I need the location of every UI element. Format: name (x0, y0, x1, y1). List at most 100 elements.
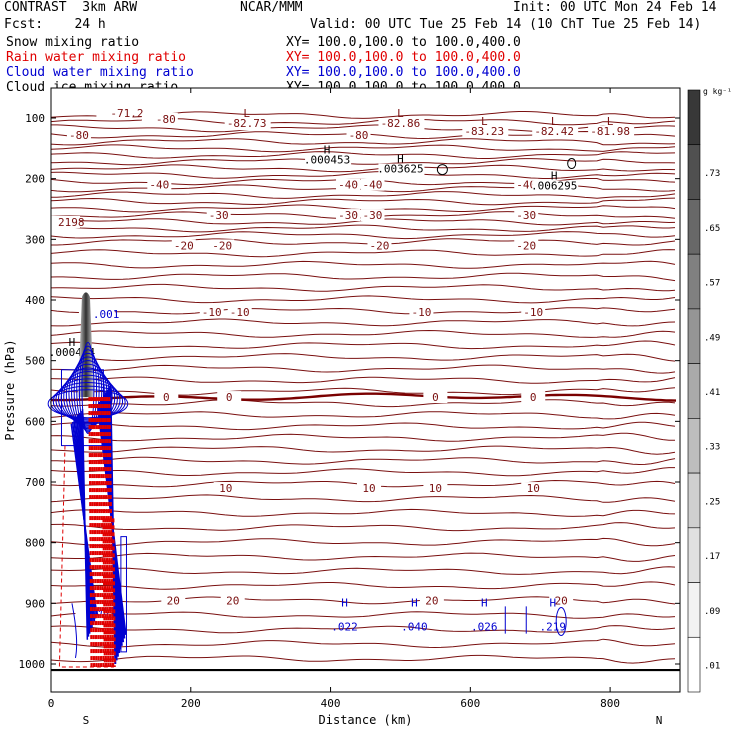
isotherm-line (50, 611, 676, 619)
isotherm-label: 0 (163, 391, 170, 404)
isotherm-line (50, 508, 676, 517)
extremum-mark: H (397, 153, 404, 166)
colorbar-segment (687, 253, 701, 310)
extra-label: .001 (93, 308, 120, 321)
rain-water-contour (101, 397, 108, 668)
cloud-water-max-mark: H (549, 597, 556, 610)
isotherm-line (50, 399, 676, 408)
isotherm-line (50, 581, 676, 590)
isotherm-label: -80 (349, 129, 369, 142)
extremum-mark: H (551, 170, 558, 183)
isotherm-line (50, 249, 676, 258)
isotherm-line (50, 421, 676, 431)
cloud-water-contour (71, 603, 78, 659)
colorbar-tick-label: .41 (704, 388, 720, 398)
rain-water-contour (112, 518, 116, 668)
y-tick-label: 600 (25, 415, 45, 428)
extremum-value: .003625 (377, 163, 423, 176)
header-center: NCAR/MMM (240, 0, 303, 15)
field-xy-snow: XY= 100.0,100.0 to 100.0,400.0 (286, 35, 521, 50)
colorbar-segment (687, 199, 701, 255)
x-end-label-right: N (656, 714, 663, 727)
isotherm-line (50, 272, 676, 282)
extremum-mark: L (397, 107, 404, 120)
extremum-value-bg (378, 163, 425, 176)
isotherm-line (51, 353, 676, 362)
isotherm-label: -20 (212, 239, 232, 252)
isotherm-label: -10 (202, 306, 222, 319)
colorbar-segment (687, 636, 701, 693)
extremum-value-bg (224, 118, 271, 131)
x-tick-label: 400 (321, 697, 341, 710)
isotherm-label-bg (227, 306, 252, 319)
isotherm-label: 0 (226, 391, 233, 404)
x-tick-label: 600 (460, 697, 480, 710)
isotherm-line (50, 144, 676, 153)
isotherm-line (50, 654, 676, 664)
rain-water-contour (97, 397, 103, 668)
isotherm-label-bg (336, 178, 361, 191)
colorbar-segment (687, 363, 701, 419)
isotherm-label-bg (171, 239, 196, 252)
isotherm-line (50, 494, 676, 503)
extremum-value: .000453 (304, 154, 350, 167)
isotherm-label-bg (213, 482, 238, 495)
isotherm-label-bg (360, 178, 385, 191)
isotherm-label: -10 (523, 306, 543, 319)
field-xy-cloud-water: XY= 100.0,100.0 to 100.0,400.0 (286, 65, 521, 80)
isotherm-line (50, 171, 676, 179)
isotherm-line (50, 432, 676, 442)
cloud-water-contour (58, 374, 118, 424)
isotherm-line (50, 566, 676, 575)
rain-water-contour (106, 518, 110, 668)
y-tick-label: 400 (25, 294, 45, 307)
rain-water-contour (102, 518, 106, 668)
isotherm-label-bg (423, 391, 448, 404)
cloud-water-contour (555, 607, 567, 637)
extremum-mark: H (324, 144, 331, 157)
isotherm-label: 20 (226, 594, 239, 607)
rain-water-contour (108, 518, 112, 668)
colorbar-segment (687, 308, 701, 364)
isotherm-label-bg (521, 306, 546, 319)
isotherm-label-bg (423, 482, 448, 495)
cloud-water-contour (504, 606, 527, 634)
y-tick-label: 700 (25, 476, 45, 489)
cloud-water-max-mark: H (411, 597, 418, 610)
isotherm-label: -10 (230, 306, 250, 319)
isotherm-line (51, 238, 676, 246)
cloud-ice-contour (436, 164, 448, 176)
extremum-mark: L (607, 115, 614, 128)
cloud-water-max-value: .026 (471, 621, 498, 634)
isotherm-label: -20 (370, 239, 390, 252)
isotherm-label-bg (360, 209, 385, 222)
isotherm-line (50, 318, 676, 327)
rain-water-contour (58, 445, 114, 668)
extremum-value: -81.98 (590, 125, 630, 138)
extremum-value-bg (532, 180, 579, 193)
isotherm-line (50, 456, 676, 466)
isotherm-label: -30 (363, 209, 383, 222)
x-tick-label: 800 (600, 697, 620, 710)
field-name-rain: Rain water mixing ratio (6, 50, 187, 65)
extremum-value-bg (378, 118, 425, 131)
isotherm-line (50, 231, 676, 240)
isotherm-label-bg (521, 391, 546, 404)
cloud-water-contour (63, 367, 113, 426)
extra-label-bg (96, 106, 133, 119)
cloud-water-max-value: .022 (331, 621, 358, 634)
isotherm-line (50, 260, 676, 269)
isotherm-label: 20 (555, 594, 568, 607)
cloud-water-contour (47, 389, 129, 419)
isotherm-lines (50, 111, 676, 664)
colorbar-tick-label: .49 (704, 333, 720, 343)
isotherm-line (50, 151, 676, 159)
isotherm-line (51, 364, 676, 374)
colorbar-segment (687, 472, 701, 529)
colorbar-segment (687, 418, 701, 474)
isotherm-label: -30 (338, 209, 358, 222)
extremum-mark: L (481, 115, 488, 128)
colorbar-tick-label: .65 (704, 224, 720, 234)
colorbar-tick-label: .01 (704, 662, 720, 672)
extra-label-bg (43, 215, 80, 228)
